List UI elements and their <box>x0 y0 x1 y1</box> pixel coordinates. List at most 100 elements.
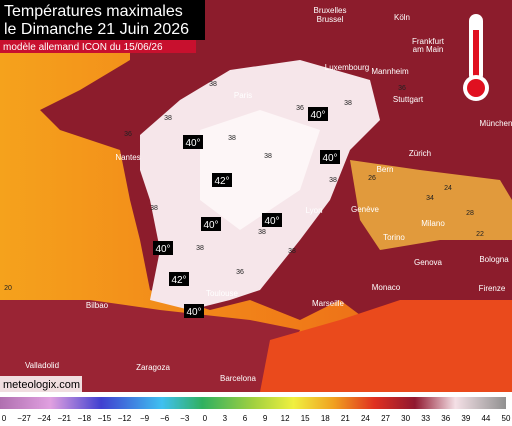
scale-tick-label: 39 <box>461 414 470 423</box>
scale-tick-label: 0 <box>2 414 7 423</box>
badge-text: 40° <box>186 307 201 318</box>
badge-text: 42° <box>214 176 229 187</box>
scale-tick-label: −24 <box>37 414 51 423</box>
spot-value: 36 <box>124 131 132 138</box>
city-label: Zürich <box>409 149 431 158</box>
temperature-badge: 40° <box>153 241 173 255</box>
temperature-badge: 40° <box>262 213 282 227</box>
spot-value: 26 <box>368 175 376 182</box>
city-label: Monaco <box>372 283 401 292</box>
badge-box <box>201 217 221 231</box>
city-label: München <box>480 119 512 128</box>
alps <box>350 160 512 250</box>
spot-value: 38 <box>344 100 352 107</box>
scale-tick-label: 12 <box>281 414 290 423</box>
city-label: Köln <box>394 13 410 22</box>
city-label: Firenze <box>479 284 506 293</box>
spot-value: 38 <box>329 177 337 184</box>
spot-value: 20 <box>4 285 12 292</box>
scale-tick-label: 0 <box>203 414 208 423</box>
city-label: Milano <box>421 219 445 228</box>
subtitle: modèle allemand ICON du 15/06/26 <box>3 42 163 53</box>
thermometer-icon <box>463 14 489 101</box>
badge-text: 40° <box>155 244 170 255</box>
scale-tick-label: 27 <box>381 414 390 423</box>
badge-text: 40° <box>322 153 337 164</box>
temperature-badge: 40° <box>320 150 340 164</box>
temperature-badge: 40° <box>184 304 204 318</box>
core-hot-zone <box>200 110 320 230</box>
city-label: Mannheim <box>371 67 409 76</box>
scale-tick-label: 9 <box>263 414 268 423</box>
spot-value: 38 <box>196 245 204 252</box>
badge-text: 40° <box>203 220 218 231</box>
spot-value: 38 <box>150 205 158 212</box>
city-label: Genova <box>414 258 443 267</box>
city-label: Torino <box>383 233 405 242</box>
spot-value: 24 <box>444 185 452 192</box>
title-box <box>0 0 205 40</box>
badge-text: 40° <box>264 216 279 227</box>
land-iberia <box>0 300 300 392</box>
scale-tick-label: −21 <box>57 414 71 423</box>
scale-tick-label: −27 <box>17 414 31 423</box>
spot-value: 38 <box>258 229 266 236</box>
spot-value: 38 <box>164 115 172 122</box>
scale-tick-label: −15 <box>98 414 112 423</box>
scale-tick-label: 44 <box>481 414 490 423</box>
color-scale <box>0 397 506 409</box>
badge-box <box>262 213 282 227</box>
spot-value: 28 <box>466 210 474 217</box>
scale-tick-label: 15 <box>301 414 310 423</box>
city-label: Barcelona <box>220 374 257 383</box>
city-label: Bologna <box>479 255 509 264</box>
scale-tick-label: −3 <box>180 414 190 423</box>
scale-tick-label: −12 <box>118 414 132 423</box>
spot-value: 22 <box>476 231 484 238</box>
watermark: meteologix.com <box>3 379 80 391</box>
city-label: Genève <box>351 205 380 214</box>
city-label: Frankfurt <box>412 37 445 46</box>
scale-tick-label: −9 <box>140 414 150 423</box>
badge-text: 40° <box>185 138 200 149</box>
spot-value: 36 <box>398 85 406 92</box>
badge-box <box>153 241 173 255</box>
scale-tick-label: −18 <box>78 414 92 423</box>
city-label: Luxembourg <box>325 63 369 72</box>
city-label: Toulouse <box>206 289 239 298</box>
city-label: Zaragoza <box>136 363 170 372</box>
scale-tick-label: 21 <box>341 414 350 423</box>
city-label: Stuttgart <box>393 95 424 104</box>
city-label: Bern <box>377 165 394 174</box>
city-label: Bilbao <box>86 301 109 310</box>
temperature-badge: 40° <box>201 217 221 231</box>
badge-text: 40° <box>310 110 325 121</box>
badge-box <box>212 173 232 187</box>
subtitle-box <box>0 40 196 53</box>
watermark-box <box>0 376 82 392</box>
temperature-badge: 42° <box>169 272 189 286</box>
spot-value: 34 <box>426 195 434 202</box>
scale-tick-label: 24 <box>361 414 370 423</box>
scale-tick-label: 6 <box>243 414 248 423</box>
title: Températures maximales <box>4 3 183 20</box>
city-label: Brussel <box>317 15 344 24</box>
temperature-badge: 40° <box>308 107 328 121</box>
city-label: Bruxelles <box>314 6 347 15</box>
temperature-badge: 42° <box>212 173 232 187</box>
badge-box <box>320 150 340 164</box>
city-label: Nantes <box>115 153 140 162</box>
badge-box <box>308 107 328 121</box>
temperature-badge: 40° <box>183 135 203 149</box>
spot-value: 38 <box>264 153 272 160</box>
badge-text: 42° <box>171 275 186 286</box>
title: le Dimanche 21 Juin 2026 <box>4 21 189 38</box>
scale-tick-label: 50 <box>502 414 511 423</box>
spot-value: 38 <box>288 248 296 255</box>
scale-tick-label: −6 <box>160 414 170 423</box>
scale-tick-label: 18 <box>321 414 330 423</box>
mediterranean <box>260 300 512 392</box>
city-label: Lyon <box>305 206 322 215</box>
